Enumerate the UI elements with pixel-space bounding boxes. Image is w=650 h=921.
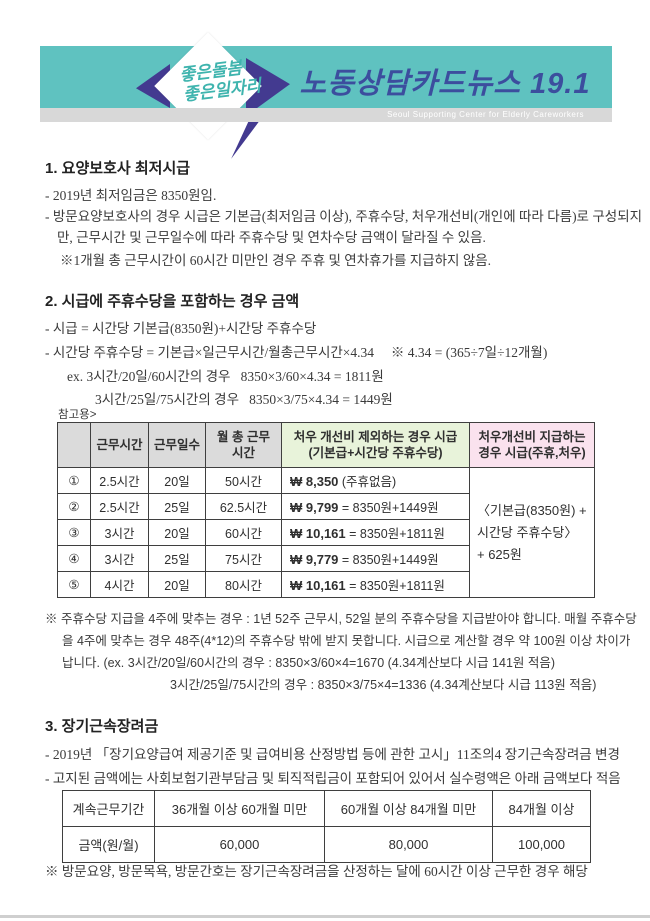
section2-line2: - 시간당 주휴수당 = 기본급×일근무시간/월총근무시간×4.34 ※ 4.3…: [45, 345, 548, 360]
footer-divider: [0, 915, 650, 918]
cell-period-1: 36개월 이상 60개월 미만: [154, 790, 325, 827]
cell-hours: 3시간: [90, 519, 149, 546]
cell-days: 20일: [148, 467, 206, 494]
table-row: ③ 3시간 20일 60시간 ₩ 10,161 = 8350원+1811원: [57, 519, 595, 546]
logo: 좋은돌봄 좋은일자리: [118, 32, 298, 146]
cell-amount-3: 100,000: [492, 826, 591, 863]
wage-amount: ₩ 8,350: [290, 474, 339, 489]
cell-no: ①: [57, 467, 91, 494]
header-cell-total: 월 총 근무 시간: [205, 422, 282, 468]
wage-calc: (주휴없음): [338, 475, 397, 489]
section1-line2: - 방문요양보호사의 경우 시급은 기본급(최저임금 이상), 주휴수당, 처우…: [45, 209, 643, 245]
cell-days: 20일: [148, 571, 206, 598]
table-header-row: 근무시간 근무일수 월 총 근무 시간 처우 개선비 제외하는 경우 시급 (기…: [57, 422, 595, 468]
cell-total: 75시간: [205, 545, 282, 572]
section1-title: 1. 요양보호사 최저시급: [45, 160, 191, 177]
section2-line1: - 시급 = 시간당 기본급(8350원)+시간당 주휴수당: [45, 321, 317, 336]
cell-total: 50시간: [205, 467, 282, 494]
cell-no: ④: [57, 545, 91, 572]
cell-wage: ₩ 10,161 = 8350원+1811원: [281, 519, 470, 546]
cell-period-label: 계속근무기간: [62, 790, 155, 827]
wage-amount: ₩ 9,799: [290, 500, 339, 515]
table-row: ④ 3시간 25일 75시간 ₩ 9,779 = 8350원+1449원: [57, 545, 595, 572]
cell-period-3: 84개월 이상: [492, 790, 591, 827]
cell-amount-2: 80,000: [324, 826, 493, 863]
cell-wage: ₩ 9,799 = 8350원+1449원: [281, 493, 470, 520]
cell-hours: 2.5시간: [90, 493, 149, 520]
table-row: ⑤ 4시간 20일 80시간 ₩ 10,161 = 8350원+1811원: [57, 571, 595, 598]
section2-title: 2. 시급에 주휴수당을 포함하는 경우 금액: [45, 293, 300, 310]
cell-hours: 3시간: [90, 545, 149, 572]
section1-note: ※1개월 총 근무시간이 60시간 미만인 경우 주휴 및 연차휴가를 지급하지…: [60, 253, 492, 268]
longevity-bonus-table: 계속근무기간 36개월 이상 60개월 미만 60개월 이상 84개월 미만 8…: [62, 790, 591, 863]
cell-no: ②: [57, 493, 91, 520]
section3-title: 3. 장기근속장려금: [45, 718, 159, 735]
table1-caption: 참고용>: [58, 409, 97, 421]
table-row: 계속근무기간 36개월 이상 60개월 미만 60개월 이상 84개월 미만 8…: [62, 790, 591, 827]
header-cell-hours: 근무시간: [90, 422, 149, 468]
header-cell-days: 근무일수: [148, 422, 206, 468]
cell-total: 80시간: [205, 571, 282, 598]
cell-no: ⑤: [57, 571, 91, 598]
table-row: 금액(원/월) 60,000 80,000 100,000: [62, 826, 591, 863]
section2-example1: ex. 3시간/20일/60시간의 경우 8350×3/60×4.34 = 18…: [67, 369, 384, 384]
cell-wage: ₩ 10,161 = 8350원+1811원: [281, 571, 470, 598]
cell-days: 25일: [148, 545, 206, 572]
table-row: ② 2.5시간 25일 62.5시간 ₩ 9,799 = 8350원+1449원: [57, 493, 595, 520]
section1-line1: - 2019년 최저임금은 8350원임.: [45, 188, 217, 203]
cell-total: 60시간: [205, 519, 282, 546]
header-banner: 좋은돌봄 좋은일자리 노동상담카드뉴스 19.1: [40, 32, 612, 108]
cell-incl-note: 〈기본급(8350원) + 시간당 주휴수당〉 + 625원: [469, 467, 595, 598]
wage-amount: ₩ 10,161: [290, 578, 346, 593]
header-subtitle: Seoul Supporting Center for Elderly Care…: [387, 110, 584, 119]
page-title: 노동상담카드뉴스 19.1: [299, 68, 591, 100]
wage-amount: ₩ 10,161: [290, 526, 346, 541]
wage-comparison-table: 근무시간 근무일수 월 총 근무 시간 처우 개선비 제외하는 경우 시급 (기…: [57, 422, 595, 598]
cell-amount-label: 금액(원/월): [62, 826, 155, 863]
section3-note: ※ 방문요양, 방문목욕, 방문간호는 장기근속장려금을 산정하는 달에 60시…: [45, 864, 588, 879]
section2-example2: 3시간/25일/75시간의 경우 8350×3/75×4.34 = 1449원: [95, 392, 393, 407]
note-text: ※ 주휴수당 지급을 4주에 맞추는 경우 : 1년 52주 근무시, 52일 …: [45, 612, 637, 670]
section3-line2: - 고지된 금액에는 사회보험기관부담금 및 퇴직적립금이 포함되어 있어서 실…: [45, 771, 621, 786]
header-cell-no: [57, 422, 91, 468]
header-strip: Seoul Supporting Center for Elderly Care…: [40, 108, 612, 122]
cell-amount-1: 60,000: [154, 826, 325, 863]
cell-wage: ₩ 9,779 = 8350원+1449원: [281, 545, 470, 572]
cell-hours: 4시간: [90, 571, 149, 598]
cell-days: 20일: [148, 519, 206, 546]
cell-wage: ₩ 8,350 (주휴없음): [281, 467, 470, 494]
cell-total: 62.5시간: [205, 493, 282, 520]
wage-calc: = 8350원+1449원: [338, 553, 439, 567]
cell-days: 25일: [148, 493, 206, 520]
cell-no: ③: [57, 519, 91, 546]
cell-hours: 2.5시간: [90, 467, 149, 494]
wage-calc: = 8350원+1811원: [345, 527, 445, 541]
wage-calc: = 8350원+1449원: [338, 501, 439, 515]
wage-amount: ₩ 9,779: [290, 552, 339, 567]
table-row: ① 2.5시간 20일 50시간 ₩ 8,350 (주휴없음) 〈기본급(835…: [57, 467, 595, 598]
header-cell-excl: 처우 개선비 제외하는 경우 시급 (기본급+시간당 주휴수당): [281, 422, 470, 468]
weekly-allowance-note: ※ 주휴수당 지급을 4주에 맞추는 경우 : 1년 52주 근무시, 52일 …: [45, 608, 641, 696]
cell-period-2: 60개월 이상 84개월 미만: [324, 790, 493, 827]
section3-line1: - 2019년 「장기요양급여 제공기준 및 급여비용 산정방법 등에 관한 고…: [45, 747, 620, 762]
header-cell-incl: 처우개선비 지급하는 경우 시급(주휴,처우): [469, 422, 595, 468]
note-example2: 3시간/25일/75시간의 경우 : 8350×3/75×4=1336 (4.3…: [170, 678, 597, 692]
wage-calc: = 8350원+1811원: [345, 579, 445, 593]
